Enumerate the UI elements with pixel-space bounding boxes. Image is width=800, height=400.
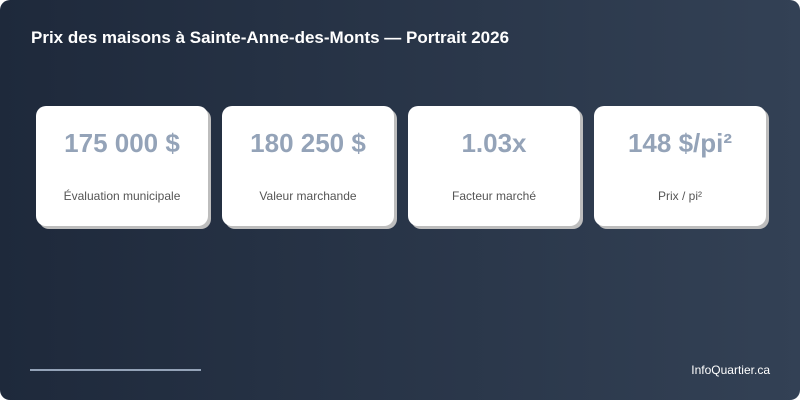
stat-value: 180 250 $ bbox=[250, 128, 366, 158]
stat-value: 1.03x bbox=[461, 128, 527, 158]
stat-card-market-factor: 1.03x Facteur marché bbox=[408, 106, 580, 226]
stat-label: Facteur marché bbox=[451, 189, 537, 203]
page-title: Prix des maisons à Sainte-Anne-des-Monts… bbox=[31, 28, 510, 47]
stat-card-price-per-sqft: 148 $/pi² Prix / pi² bbox=[594, 106, 766, 226]
brand-label: InfoQuartier.ca bbox=[691, 363, 770, 377]
stat-label: Évaluation municipale bbox=[63, 189, 181, 203]
stat-label: Prix / pi² bbox=[657, 189, 702, 203]
stat-value: 175 000 $ bbox=[64, 128, 180, 158]
stat-card-market-value: 180 250 $ Valeur marchande bbox=[222, 106, 394, 226]
stat-card-evaluation: 175 000 $ Évaluation municipale bbox=[36, 106, 208, 226]
accent-divider bbox=[30, 369, 201, 371]
stat-label: Valeur marchande bbox=[259, 189, 357, 203]
stat-value: 148 $/pi² bbox=[627, 128, 733, 158]
